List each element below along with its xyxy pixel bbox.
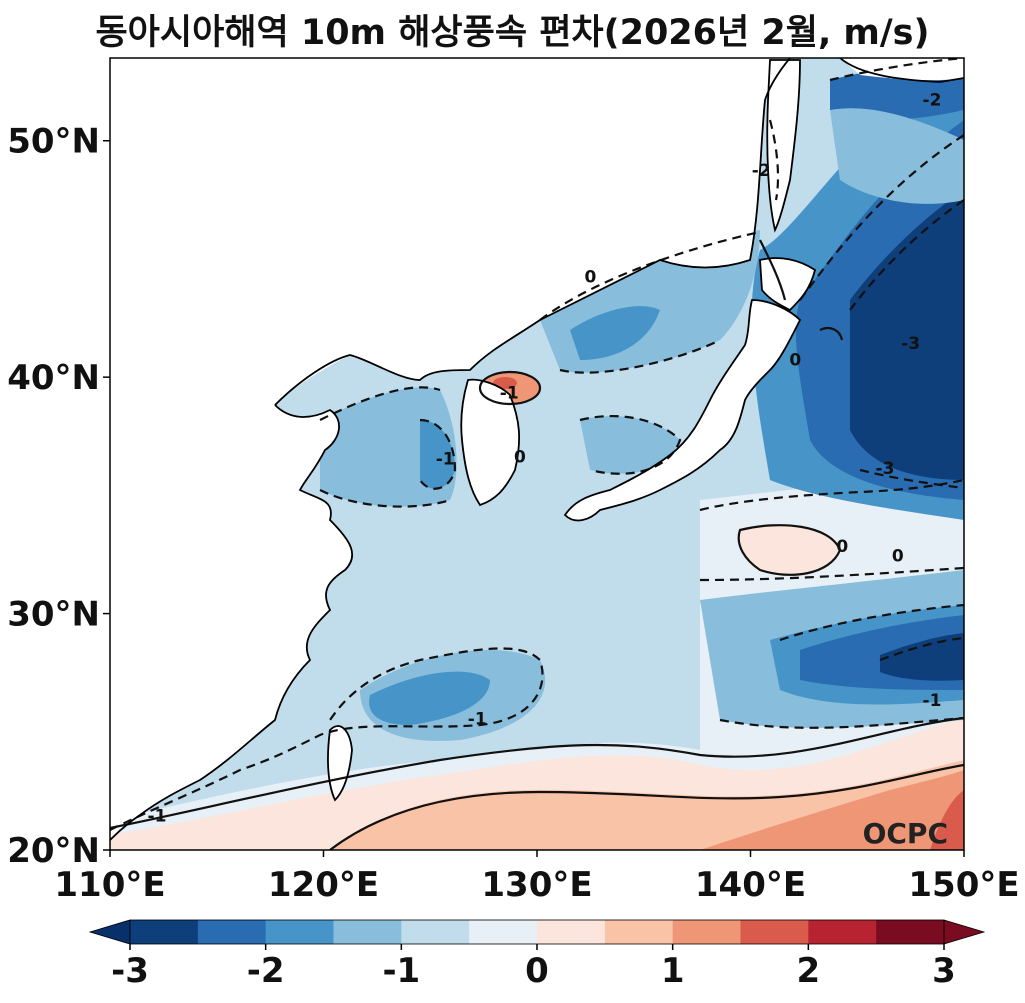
contour-neg1-south	[719, 716, 964, 729]
y-tick-label: 40°N	[7, 358, 100, 398]
contour-label: -1	[436, 450, 455, 470]
colorbar-tick-label: 3	[932, 951, 956, 991]
contour-labels: -2 -2 -3 -3 0 0 0 -1 -1 0 0 -1 -1 -1	[148, 90, 942, 826]
field-pacific-neg4	[880, 633, 964, 681]
contour-neg1-pacific2	[699, 566, 964, 582]
colorbar-tick-label: -1	[382, 951, 420, 991]
colorbar-tick-label: -3	[111, 951, 149, 991]
coast-korea	[460, 378, 520, 507]
contour-label: 0	[514, 447, 526, 467]
contour-lines	[110, 239, 964, 850]
y-tick-label: 20°N	[7, 831, 100, 871]
land-taiwan	[327, 726, 352, 800]
contour-neg3-ne	[849, 199, 964, 311]
field-japan-neg	[580, 416, 680, 474]
map-title: 동아시아해역 10m 해상풍속 편차(2026년 2월, m/s)	[95, 13, 930, 53]
contour-one-south	[329, 763, 964, 850]
anomaly-field	[110, 58, 964, 850]
colorbar-swatch	[740, 920, 809, 944]
contour-neg1-ecs	[110, 647, 544, 831]
land-korea	[461, 379, 520, 505]
colorbar-swatch	[265, 920, 334, 944]
contour-zero-hokkaido	[759, 239, 787, 301]
colorbar-extend-low	[88, 919, 131, 945]
colorbar-swatch	[604, 920, 674, 944]
colorbar-tick-label: 1	[661, 951, 685, 991]
contour-label: 0	[584, 268, 596, 288]
x-tick-label: 120°E	[268, 865, 379, 905]
contour-label: -1	[923, 691, 942, 711]
coast-kamchatka	[839, 58, 964, 83]
contour-neg2-pacific	[779, 603, 964, 642]
coast-japan	[563, 299, 802, 522]
field-okhotsk-light	[830, 108, 964, 204]
coast-china	[110, 404, 354, 841]
colorbar-swatch	[469, 920, 538, 944]
land-asia	[110, 58, 790, 840]
y-tick-label: 30°N	[7, 595, 100, 635]
contour-neg2-ne	[799, 134, 964, 301]
field-eastsea-neg2	[570, 306, 660, 360]
x-tick-label: 150°E	[908, 865, 1019, 905]
colorbar-swatch	[808, 920, 877, 944]
contour-label: -1	[148, 807, 167, 827]
coast-taiwan	[327, 725, 353, 802]
contour-label: -3	[901, 334, 920, 354]
contour-label: 0	[836, 537, 848, 557]
colorbar-tick-label: 0	[525, 951, 549, 991]
colorbar-extend-high	[943, 919, 986, 945]
colorbar-swatch	[197, 920, 267, 944]
coast-hokkaido	[759, 257, 817, 312]
contour-neg1-yellow2	[319, 489, 451, 508]
contour-label: -3	[876, 459, 895, 479]
colorbar-tick-label: 2	[796, 951, 820, 991]
contour-zero-south	[110, 716, 964, 830]
x-tick-label: 140°E	[695, 865, 806, 905]
colorbar-swatch	[672, 920, 741, 944]
contour-label: -1	[468, 710, 487, 730]
field-south-pos3	[700, 770, 964, 850]
field-south-pos4	[930, 790, 964, 850]
colorbar-swatch	[130, 920, 199, 944]
contour-neg3-ne2	[859, 468, 964, 490]
contour-one-korea	[478, 370, 542, 406]
contour-neg3-pacific	[879, 636, 964, 662]
contour-label: -1	[500, 383, 519, 403]
coastlines	[110, 58, 964, 841]
map-axes: 110°E 120°E 130°E 140°E 150°E 20°N 30°N 40°N 50°…	[7, 122, 1019, 905]
colorbar-swatch	[401, 920, 470, 944]
dashed-contours	[110, 58, 964, 831]
coast-sakhalin	[766, 59, 801, 233]
contour-neg1-eastsea2	[559, 339, 721, 374]
colorbar-swatch	[333, 920, 402, 944]
x-tick-label: 130°E	[481, 865, 592, 905]
contour-neg2-yellow	[419, 418, 457, 490]
coast-north	[274, 58, 791, 406]
contour-zero-pacific	[737, 524, 842, 576]
colorbar: -3 -2 -1 0 1 2 3	[88, 919, 986, 991]
field-pos-small	[738, 525, 840, 575]
colorbar-swatch	[876, 920, 945, 944]
field-ecs-neg2	[369, 671, 490, 725]
land-kamchatka	[840, 58, 964, 81]
contour-neg2-north	[829, 58, 964, 82]
contour-neg1-japan	[579, 414, 682, 475]
credit-label: OCPC	[863, 817, 948, 850]
contour-label: 0	[789, 350, 801, 370]
field-ne-neg3	[850, 190, 964, 480]
contour-label: -2	[923, 90, 942, 110]
contour-label: 0	[892, 547, 904, 567]
land-japan	[565, 300, 800, 521]
field-korea-pos2	[493, 377, 517, 389]
y-tick-label: 50°N	[7, 122, 100, 162]
contour-label: -2	[752, 161, 771, 181]
colorbar-tick-label: -2	[247, 951, 285, 991]
x-tick-label: 110°E	[54, 865, 165, 905]
contour-zero-east	[819, 326, 844, 341]
colorbar-swatch	[537, 920, 606, 944]
land-sakhalin	[767, 60, 800, 230]
